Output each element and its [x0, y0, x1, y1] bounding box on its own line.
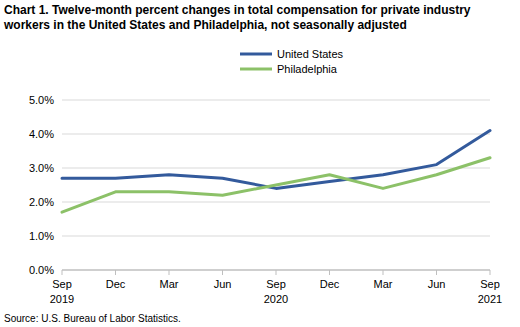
- legend-swatch: [240, 53, 272, 56]
- marks: [62, 131, 490, 213]
- x-tick-label-line: Mar: [374, 278, 393, 290]
- y-tick-label: 3.0%: [29, 162, 54, 174]
- x-tick: [490, 270, 491, 275]
- y-tick-label: 4.0%: [29, 128, 54, 140]
- x-tick: [115, 270, 116, 275]
- x-tick-label: Mar: [160, 278, 179, 290]
- x-tick-label: Dec: [320, 278, 340, 290]
- x-tick: [329, 270, 330, 275]
- grid-line: [62, 100, 490, 101]
- x-tick-label: Sep 2020: [264, 278, 288, 305]
- x-tick-label-line: Dec: [320, 278, 340, 290]
- x-tick: [169, 270, 170, 275]
- x-tick: [276, 270, 277, 275]
- x-tick-label: Dec: [106, 278, 126, 290]
- y-tick-label: 5.0%: [29, 94, 54, 106]
- x-tick-label-line: Sep: [480, 278, 500, 290]
- grid-line: [62, 202, 490, 203]
- x-tick: [62, 270, 63, 275]
- y-tick-label: 1.0%: [29, 230, 54, 242]
- x-tick: [436, 270, 437, 275]
- x-tick-label: Sep 2021: [478, 278, 502, 305]
- x-tick-label: Sep 2019: [50, 278, 74, 305]
- title-line: workers in the United States and Philade…: [3, 18, 407, 32]
- legend-label: Philadelphia: [277, 63, 338, 75]
- x-tick-label-line: Sep: [266, 278, 286, 290]
- x-tick-label-line: 2020: [264, 293, 288, 305]
- x-tick-label: Mar: [374, 278, 393, 290]
- legend-swatch: [240, 68, 272, 71]
- source: Source: U.S. Bureau of Labor Statistics.: [4, 313, 181, 324]
- y-tick-label: 0.0%: [29, 264, 54, 276]
- x-tick-label-line: Mar: [160, 278, 179, 290]
- legend-label: United States: [277, 48, 344, 60]
- x-tick-label: Jun: [428, 278, 446, 290]
- x-tick-label-line: Sep: [52, 278, 72, 290]
- x-tick-label-line: 2021: [478, 293, 502, 305]
- x-tick: [222, 270, 223, 275]
- x-tick-label-line: Dec: [106, 278, 126, 290]
- grid-line: [62, 236, 490, 237]
- grid-line: [62, 134, 490, 135]
- title: Chart 1. Twelve-month percent changes in…: [3, 3, 471, 32]
- title-line: Chart 1. Twelve-month percent changes in…: [4, 3, 471, 17]
- x-tick: [383, 270, 384, 275]
- x-tick-label-line: Jun: [214, 278, 232, 290]
- series-line: [62, 158, 490, 212]
- x-tick-label-line: 2019: [50, 293, 74, 305]
- y-tick-label: 2.0%: [29, 196, 54, 208]
- series-line: [62, 131, 490, 189]
- x-tick-label-line: Jun: [428, 278, 446, 290]
- legend: United States Philadelphia: [240, 48, 344, 75]
- chart: Chart 1. Twelve-month percent changes in…: [0, 0, 520, 327]
- x-tick-label: Jun: [214, 278, 232, 290]
